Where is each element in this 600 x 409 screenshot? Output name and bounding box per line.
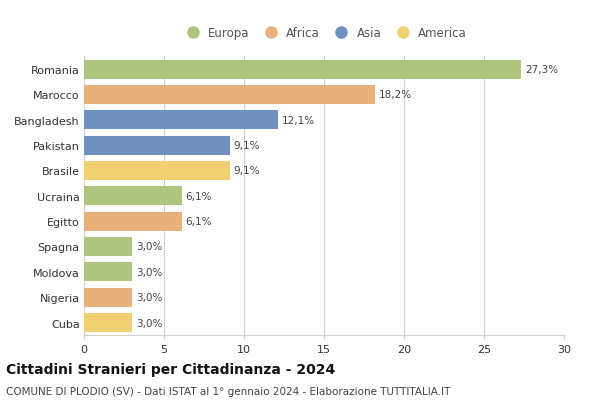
Bar [84,61,521,79]
Bar [84,313,132,332]
Text: 27,3%: 27,3% [525,65,558,75]
Legend: Europa, Africa, Asia, America: Europa, Africa, Asia, America [181,27,467,40]
Text: Cittadini Stranieri per Cittadinanza - 2024: Cittadini Stranieri per Cittadinanza - 2… [6,362,335,376]
Bar [84,86,375,105]
Text: COMUNE DI PLODIO (SV) - Dati ISTAT al 1° gennaio 2024 - Elaborazione TUTTITALIA.: COMUNE DI PLODIO (SV) - Dati ISTAT al 1°… [6,387,451,396]
Text: 3,0%: 3,0% [136,292,163,302]
Bar [84,162,230,180]
Bar [84,212,182,231]
Text: 18,2%: 18,2% [379,90,412,100]
Text: 9,1%: 9,1% [233,141,260,151]
Bar [84,136,230,155]
Text: 3,0%: 3,0% [136,242,163,252]
Bar [84,111,278,130]
Bar [84,263,132,282]
Text: 6,1%: 6,1% [185,217,212,227]
Text: 6,1%: 6,1% [185,191,212,201]
Text: 12,1%: 12,1% [281,115,315,126]
Text: 3,0%: 3,0% [136,318,163,328]
Text: 9,1%: 9,1% [233,166,260,176]
Bar [84,288,132,307]
Bar [84,187,182,206]
Text: 3,0%: 3,0% [136,267,163,277]
Bar [84,237,132,256]
